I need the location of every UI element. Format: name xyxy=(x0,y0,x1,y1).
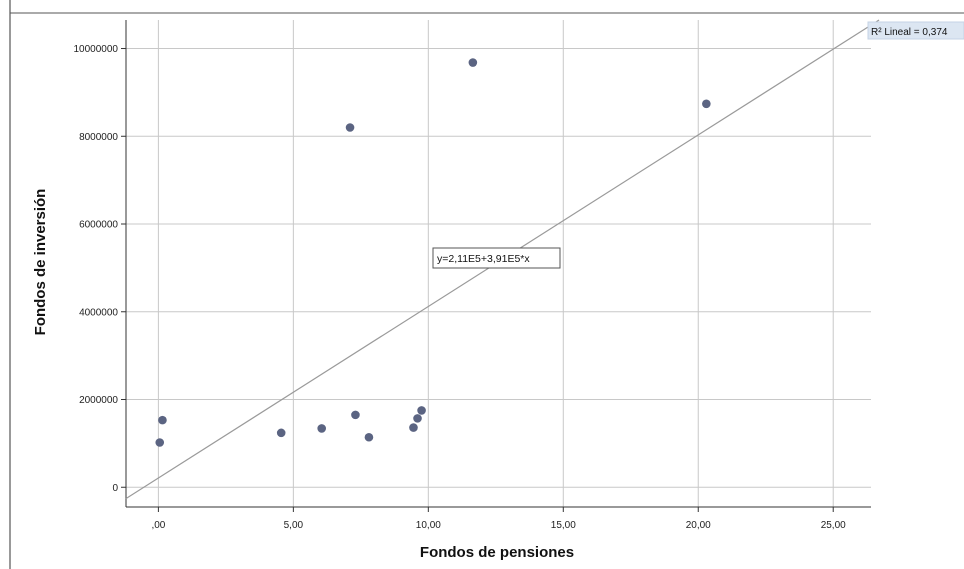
data-point xyxy=(351,410,360,420)
data-point xyxy=(409,423,418,432)
y-tick-labels: 0 2000000 4000000 6000000 8000000 10000000 xyxy=(74,44,119,494)
x-tick-label: ,00 xyxy=(151,520,165,531)
y-tick-label: 8000000 xyxy=(79,132,118,143)
y-axis-title: Fondos de inversión xyxy=(32,189,49,336)
equation-label: y=2,11E5+3,91E5*x xyxy=(437,253,530,265)
data-point xyxy=(317,424,326,433)
x-tick-label: 10,00 xyxy=(416,520,441,531)
x-tick-label: 15,00 xyxy=(551,520,576,531)
r2-box xyxy=(867,21,964,40)
data-point xyxy=(702,99,711,109)
x-tick-labels: ,00 5,00 10,00 15,00 20,00 25,00 xyxy=(151,520,846,531)
data-point xyxy=(158,415,167,425)
grid-lines xyxy=(126,20,871,507)
data-point xyxy=(345,123,355,132)
y-tick-label: 6000000 xyxy=(79,220,118,231)
data-point xyxy=(364,432,374,442)
x-tick-label: 20,00 xyxy=(686,520,711,531)
y-tick-label: 2000000 xyxy=(79,395,118,406)
data-point xyxy=(276,428,286,438)
data-points xyxy=(155,58,711,447)
data-point xyxy=(417,406,426,415)
y-tick-label: 0 xyxy=(112,483,118,494)
data-point xyxy=(413,414,422,423)
equation-box xyxy=(432,247,561,269)
plot-frame xyxy=(121,20,871,512)
x-tick-label: 25,00 xyxy=(821,520,846,531)
data-point xyxy=(468,58,478,67)
r2-label: R² Lineal = 0,374 xyxy=(871,27,948,38)
x-axis-title: Fondos de pensiones xyxy=(420,544,574,561)
y-tick-label: 10000000 xyxy=(74,44,119,55)
y-tick-label: 4000000 xyxy=(79,307,118,318)
data-point xyxy=(155,438,165,447)
x-tick-label: 5,00 xyxy=(284,520,304,531)
